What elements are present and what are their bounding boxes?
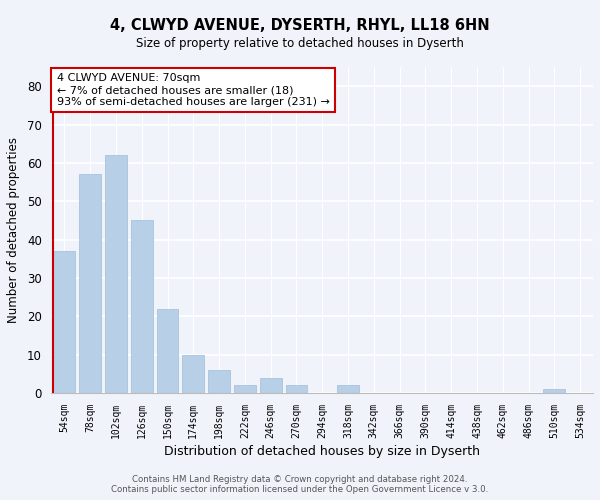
Text: Contains HM Land Registry data © Crown copyright and database right 2024.: Contains HM Land Registry data © Crown c… — [132, 475, 468, 484]
Bar — [105, 155, 127, 393]
Text: Size of property relative to detached houses in Dyserth: Size of property relative to detached ho… — [136, 38, 464, 51]
Bar — [260, 378, 281, 393]
Text: Contains public sector information licensed under the Open Government Licence v : Contains public sector information licen… — [112, 485, 488, 494]
Bar — [208, 370, 230, 393]
X-axis label: Distribution of detached houses by size in Dyserth: Distribution of detached houses by size … — [164, 445, 480, 458]
Bar — [79, 174, 101, 393]
Text: 4, CLWYD AVENUE, DYSERTH, RHYL, LL18 6HN: 4, CLWYD AVENUE, DYSERTH, RHYL, LL18 6HN — [110, 18, 490, 32]
Bar — [337, 386, 359, 393]
Bar — [286, 386, 307, 393]
Text: 4 CLWYD AVENUE: 70sqm
← 7% of detached houses are smaller (18)
93% of semi-detac: 4 CLWYD AVENUE: 70sqm ← 7% of detached h… — [57, 74, 330, 106]
Bar — [53, 251, 76, 393]
Y-axis label: Number of detached properties: Number of detached properties — [7, 137, 20, 323]
Bar — [234, 386, 256, 393]
Bar — [157, 308, 178, 393]
Bar — [131, 220, 153, 393]
Bar — [544, 390, 565, 393]
Bar — [182, 355, 204, 393]
